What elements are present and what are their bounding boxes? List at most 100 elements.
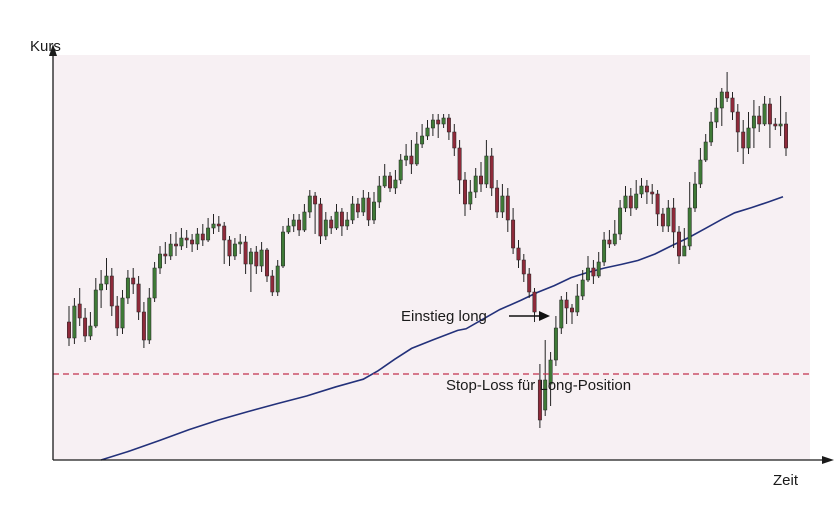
candle-body bbox=[602, 239, 607, 263]
candle-body bbox=[195, 233, 200, 245]
candle bbox=[784, 112, 788, 156]
candle bbox=[141, 302, 146, 348]
moving-average-line bbox=[100, 196, 784, 461]
candle-body bbox=[158, 253, 162, 269]
candle bbox=[457, 140, 462, 194]
candle bbox=[248, 248, 253, 292]
candle-body bbox=[666, 207, 671, 227]
x-axis-arrow bbox=[822, 456, 834, 464]
candle-body bbox=[623, 195, 628, 209]
candle bbox=[67, 306, 71, 346]
candle bbox=[586, 256, 590, 282]
candle-body bbox=[259, 249, 264, 267]
candle-body bbox=[495, 187, 500, 213]
candle-body bbox=[99, 283, 104, 291]
candle bbox=[109, 268, 114, 316]
candle-body bbox=[115, 305, 120, 329]
candle-body bbox=[430, 119, 435, 129]
candles-layer bbox=[67, 72, 788, 428]
candle-body bbox=[339, 211, 344, 227]
candle bbox=[88, 312, 93, 340]
candle-body bbox=[307, 195, 312, 213]
candle bbox=[323, 212, 328, 240]
candle bbox=[730, 92, 735, 120]
candle bbox=[516, 240, 521, 268]
candle-body bbox=[436, 119, 441, 125]
candle-body bbox=[671, 207, 676, 233]
candle bbox=[232, 238, 237, 260]
candle-body bbox=[479, 175, 483, 185]
candle-body bbox=[746, 127, 751, 149]
candle bbox=[762, 96, 767, 126]
candle bbox=[650, 184, 655, 204]
candle bbox=[693, 172, 697, 212]
candle-body bbox=[77, 303, 82, 319]
candle bbox=[575, 284, 580, 316]
candle bbox=[286, 218, 291, 234]
candle bbox=[99, 270, 104, 308]
candle bbox=[452, 124, 457, 156]
candle bbox=[463, 172, 467, 216]
candle-body bbox=[83, 317, 88, 337]
candle-body bbox=[687, 207, 692, 247]
candle bbox=[677, 226, 681, 264]
candle bbox=[291, 214, 296, 232]
candle bbox=[446, 114, 451, 140]
y-axis-arrow bbox=[49, 44, 57, 56]
candle bbox=[671, 198, 676, 248]
candle-body bbox=[612, 233, 617, 245]
candle-body bbox=[564, 299, 569, 309]
candle bbox=[254, 246, 259, 274]
candle-body bbox=[553, 327, 558, 361]
candle bbox=[313, 192, 318, 234]
candle bbox=[725, 72, 730, 102]
candle-body bbox=[559, 299, 564, 329]
candle-body bbox=[505, 195, 510, 221]
candle-body bbox=[163, 253, 168, 257]
candle-body bbox=[388, 175, 392, 189]
candle bbox=[377, 176, 382, 208]
candle-body bbox=[227, 239, 232, 257]
candle bbox=[430, 114, 435, 136]
candle-body bbox=[521, 259, 526, 275]
candle bbox=[318, 198, 323, 244]
candle bbox=[591, 260, 596, 284]
candle-body bbox=[382, 175, 387, 187]
candle-body bbox=[409, 155, 414, 165]
candle bbox=[275, 260, 280, 296]
candle bbox=[200, 224, 205, 246]
candle-body bbox=[500, 195, 505, 213]
candle bbox=[398, 154, 403, 184]
candle-body bbox=[767, 103, 772, 125]
candle bbox=[184, 230, 189, 248]
candle bbox=[607, 230, 612, 248]
candle-body bbox=[473, 175, 478, 193]
entry-arrow-head bbox=[539, 311, 550, 321]
candle bbox=[436, 114, 441, 138]
candle-body bbox=[757, 115, 762, 125]
candle bbox=[355, 198, 360, 218]
candle-body bbox=[361, 197, 366, 213]
candle bbox=[414, 132, 419, 166]
candle-body bbox=[698, 159, 703, 185]
candle-body bbox=[639, 185, 644, 195]
candle bbox=[698, 148, 703, 188]
candle bbox=[714, 98, 719, 128]
candle-body bbox=[634, 193, 639, 209]
candle bbox=[179, 228, 184, 250]
candle-body bbox=[109, 275, 114, 307]
candle-body bbox=[580, 279, 585, 297]
candle bbox=[666, 200, 671, 232]
candle bbox=[265, 248, 269, 282]
candle bbox=[623, 186, 628, 212]
candle-body bbox=[693, 183, 697, 209]
candle bbox=[195, 228, 200, 250]
candle bbox=[409, 140, 414, 174]
candle bbox=[339, 208, 344, 236]
candle bbox=[222, 222, 227, 264]
candle-body bbox=[88, 325, 93, 337]
candle-body bbox=[650, 191, 655, 195]
candle-body bbox=[211, 223, 216, 229]
